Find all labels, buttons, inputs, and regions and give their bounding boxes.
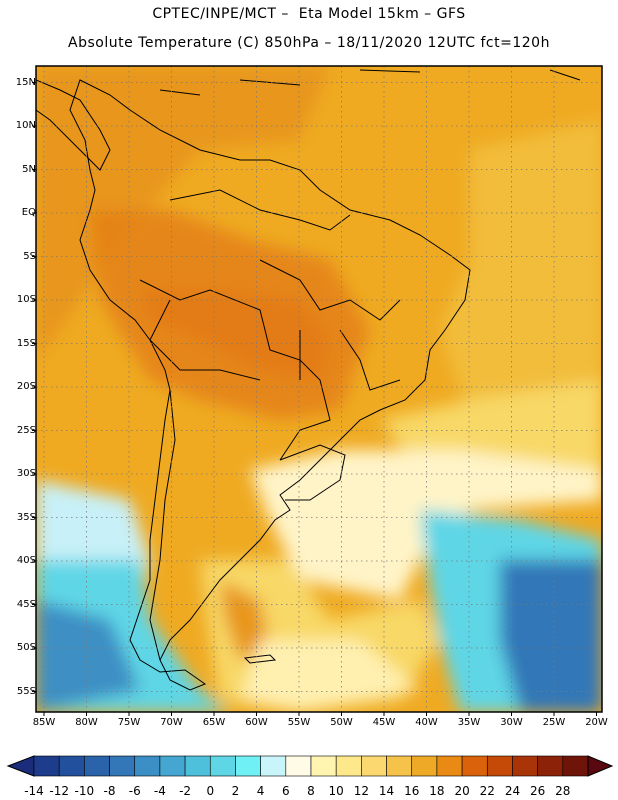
colorbar-swatch	[109, 755, 136, 777]
border-uruguay	[279, 444, 346, 501]
coastlines	[36, 69, 581, 691]
border-brazil-west	[139, 279, 331, 461]
colorbar-tick-label: 6	[281, 784, 290, 798]
colorbar-swatch	[562, 755, 589, 777]
colorbar-swatch	[235, 755, 261, 777]
lon-tick-label: 80W	[75, 717, 98, 728]
south-america-coastline	[69, 79, 471, 691]
colorbar-tick-label: 24	[504, 784, 521, 798]
colorbar-tick-label: 26	[529, 784, 546, 798]
lon-tick-label: 65W	[202, 717, 226, 728]
lon-tick-label: 50W	[330, 717, 353, 728]
title-line-1: CPTEC/INPE/MCT – Eta Model 15km – GFS	[152, 6, 466, 22]
colorbar-swatch	[537, 755, 564, 777]
colorbar-tick-label: -8	[103, 784, 116, 798]
colorbar-min-arrow	[6, 755, 35, 777]
colorbar-tick-label: 12	[353, 784, 369, 798]
colorbar-tick-label: 4	[256, 784, 265, 798]
colorbar-tick-label: 16	[404, 784, 420, 798]
field-cold-west-3	[36, 600, 140, 712]
colorbar-swatch	[310, 755, 337, 777]
lon-tick-label: 25W	[542, 717, 566, 728]
border-brazil-states	[259, 259, 401, 391]
colorbar-max-arrow	[587, 755, 614, 777]
colorbar-tick-label: 10	[328, 784, 344, 798]
title-line-2: Absolute Temperature (C) 850hPa – 18/11/…	[68, 35, 550, 51]
colorbar-tick-label: 14	[378, 784, 395, 798]
colorbar-swatch	[361, 755, 387, 777]
lon-tick-label: 60W	[245, 717, 268, 728]
field-colder-south-atl	[500, 560, 602, 712]
caribbean-islands	[159, 69, 581, 96]
colorbar-swatch	[84, 755, 110, 777]
colorbar-swatch	[260, 755, 287, 777]
lon-tick-label: 70W	[160, 717, 183, 728]
colorbar-swatch	[335, 755, 362, 777]
lon-tick-label: 75W	[117, 717, 141, 728]
colorbar-swatch	[209, 755, 236, 777]
lat-tick-label: EQ	[21, 207, 36, 218]
lat-tick-label: 5S	[23, 250, 36, 262]
lat-tick-label: 5N	[22, 163, 36, 175]
lat-tick-label: 55S	[16, 685, 36, 697]
border-bolivia	[149, 299, 261, 381]
colorbar-swatch	[512, 755, 538, 777]
colorbar-tick-label: 20	[454, 784, 470, 798]
central-america-coast	[36, 79, 111, 171]
lat-tick-label: 15N	[15, 76, 36, 88]
colorbar-swatch	[159, 755, 186, 777]
colorbar-tick-label: 0	[206, 784, 215, 798]
colorbar-tick-label: -14	[24, 784, 44, 798]
colorbar	[6, 755, 614, 777]
colorbar-tick-label: 22	[479, 784, 495, 798]
falklands	[243, 654, 277, 664]
colorbar-swatch	[285, 755, 312, 777]
lat-tick-label: 20S	[16, 381, 36, 392]
field-orange-north	[36, 66, 330, 360]
colorbar-swatch	[134, 755, 161, 777]
colorbar-tick-label: -6	[128, 784, 141, 798]
field-yellow-east	[440, 120, 602, 440]
colorbar-swatch	[411, 755, 438, 777]
colorbar-swatch	[461, 755, 488, 777]
colorbar-tick-label: -2	[179, 784, 192, 798]
field-orange-plume	[220, 580, 270, 660]
lon-tick-label: 85W	[32, 717, 56, 728]
lon-tick-label: 35W	[457, 717, 481, 728]
colorbar-tick-label: 18	[429, 784, 445, 798]
lat-tick-label: 45S	[16, 598, 36, 610]
lat-tick-label: 25S	[16, 424, 36, 436]
lat-tick-label: 40S	[16, 555, 36, 566]
lon-tick-label: 30W	[500, 717, 523, 728]
colorbar-swatch	[386, 755, 413, 777]
border-argentina-chile	[149, 389, 176, 661]
colorbar-swatch	[436, 755, 463, 777]
lon-tick-label: 55W	[287, 717, 311, 728]
colorbar-tick-label: 28	[555, 784, 571, 798]
map-frame	[35, 65, 603, 713]
colorbar-tick-label: -4	[153, 784, 166, 798]
lat-tick-label: 50S	[16, 642, 36, 653]
lat-tick-label: 10S	[16, 294, 36, 305]
colorbar-swatch	[58, 755, 85, 777]
lon-tick-label: 45W	[372, 717, 396, 728]
field-lightyellow-east	[380, 380, 602, 470]
lat-tick-label: 10N	[15, 120, 36, 131]
colorbar-tick-label: 8	[307, 784, 315, 798]
colorbar-tick-label: -12	[49, 784, 69, 798]
colorbar-swatch	[486, 755, 513, 777]
colorbar-tick-label: 2	[231, 784, 240, 798]
colorbar-swatch	[33, 755, 60, 777]
lon-tick-label: 20W	[585, 717, 608, 728]
lat-tick-label: 35S	[16, 511, 36, 523]
colorbar-tick-label: -10	[74, 784, 95, 798]
field-light-south	[240, 640, 420, 712]
lat-tick-label: 15S	[16, 337, 36, 349]
tick-marks	[32, 82, 597, 716]
border-brazil-north	[169, 189, 351, 231]
lon-tick-label: 40W	[415, 717, 438, 728]
colorbar-swatch	[184, 755, 211, 777]
lat-tick-label: 30S	[16, 468, 36, 479]
